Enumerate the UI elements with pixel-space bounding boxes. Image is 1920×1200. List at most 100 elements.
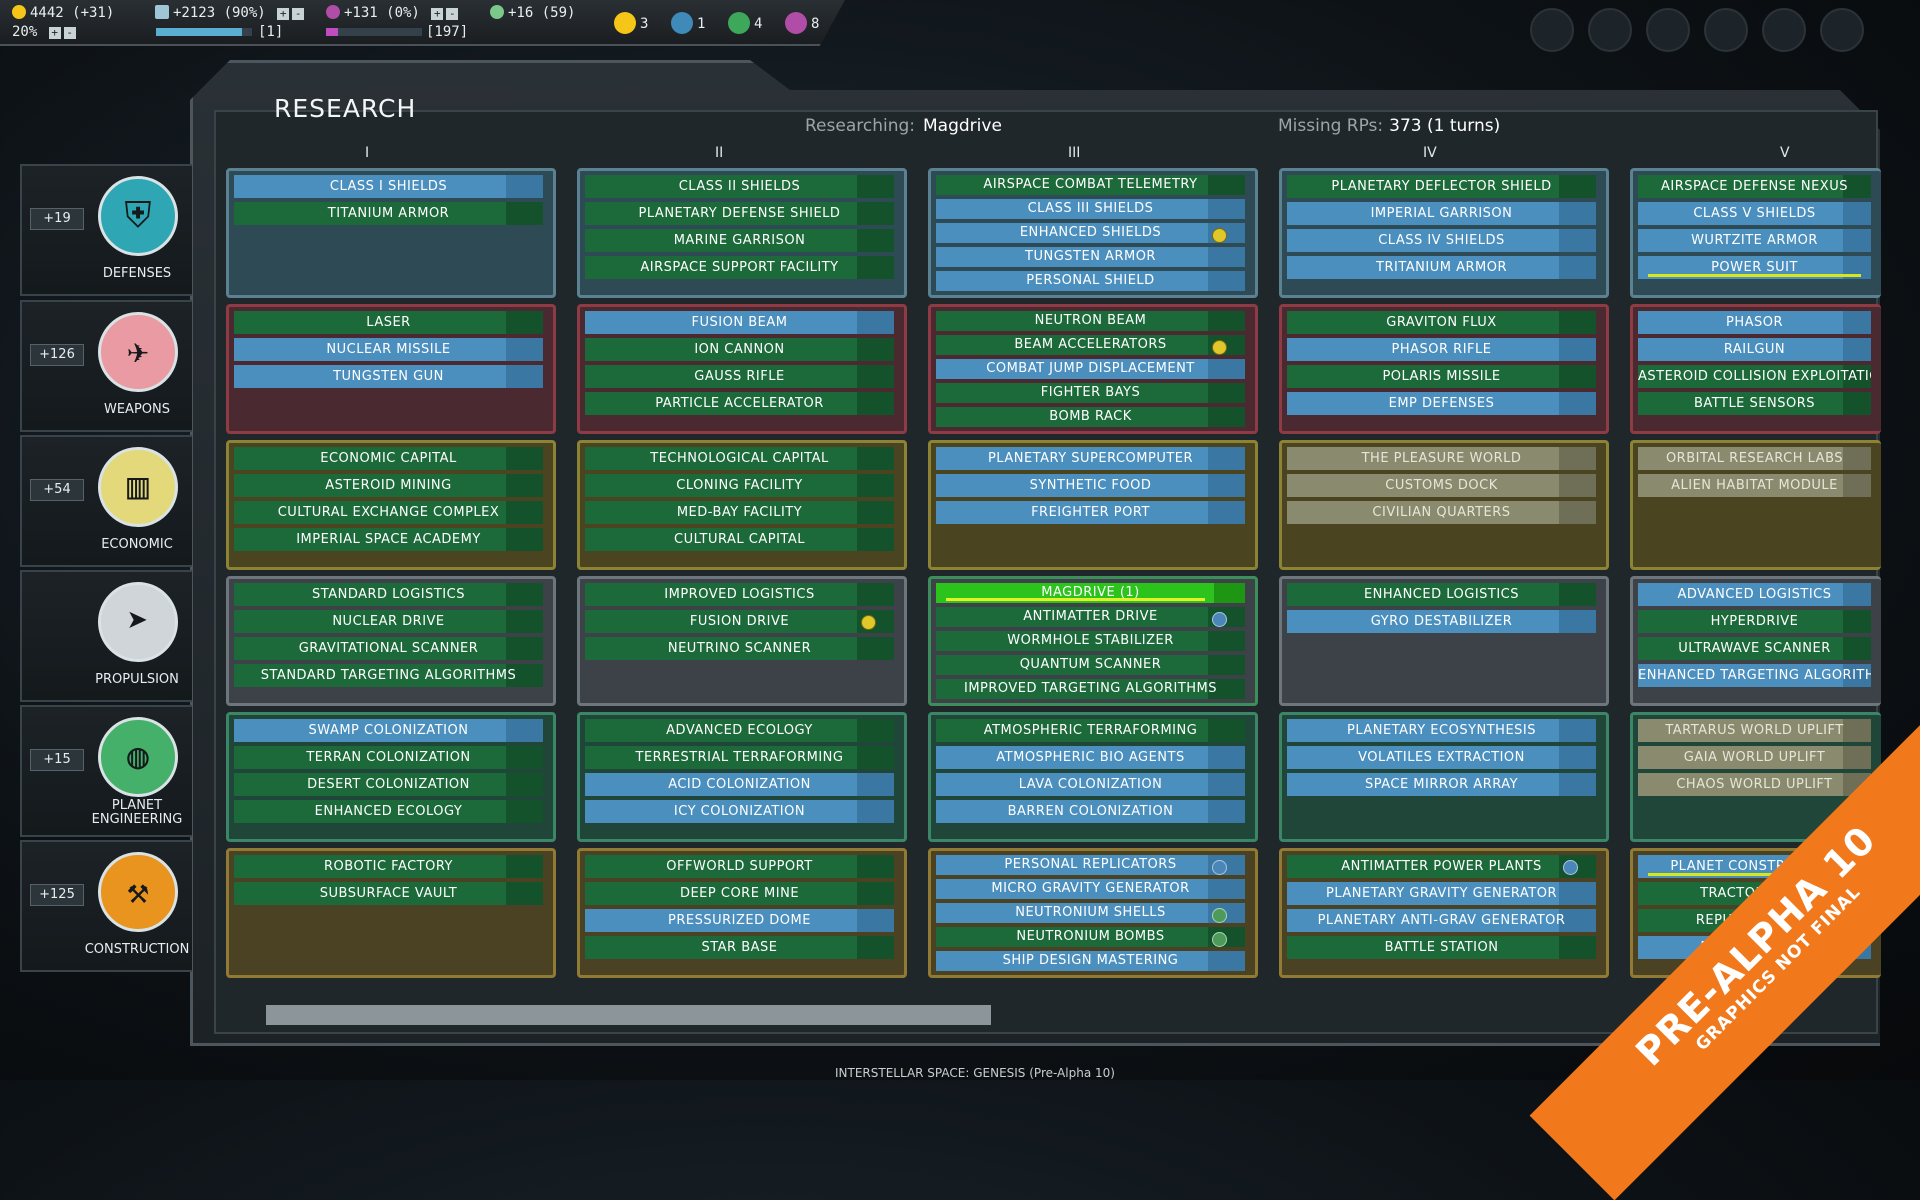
tech-item[interactable]: TECHNOLOGICAL CAPITAL: [585, 447, 894, 470]
tech-item[interactable]: CLASS I SHIELDS: [234, 175, 543, 198]
tech-item[interactable]: CULTURAL EXCHANGE COMPLEX: [234, 501, 543, 524]
influence-increase-button[interactable]: +: [431, 8, 444, 20]
tech-item[interactable]: CHAOS WORLD UPLIFT: [1638, 773, 1871, 796]
tech-item[interactable]: DESERT COLONIZATION: [234, 773, 543, 796]
tech-item[interactable]: ENHANCED TARGETING ALGORITHMS: [1638, 664, 1871, 687]
tech-item[interactable]: BATTLE SENSORS: [1638, 392, 1871, 415]
tech-item[interactable]: FREIGHTER PORT: [936, 501, 1245, 524]
tech-item[interactable]: ALIEN HABITAT MODULE: [1638, 474, 1871, 497]
tech-item[interactable]: AIRSPACE COMBAT TELEMETRY: [936, 175, 1245, 195]
tech-item[interactable]: TUNGSTEN GUN: [234, 365, 543, 388]
research-decrease-button[interactable]: -: [292, 8, 305, 20]
tech-item[interactable]: ULTRAWAVE SCANNER: [1638, 637, 1871, 660]
tech-item[interactable]: CLASS V SHIELDS: [1638, 202, 1871, 225]
tech-item[interactable]: PERSONAL REPLICATORS: [936, 855, 1245, 875]
tech-item[interactable]: GRAVITATIONAL SCANNER: [234, 637, 543, 660]
menu-icon-2[interactable]: [1588, 8, 1632, 52]
tech-item[interactable]: IMPERIAL GARRISON: [1287, 202, 1596, 225]
tech-item[interactable]: OFFWORLD SUPPORT: [585, 855, 894, 878]
tech-item[interactable]: PLANETARY ECOSYNTHESIS: [1287, 719, 1596, 742]
menu-icon-1[interactable]: [1530, 8, 1574, 52]
tech-item[interactable]: ICY COLONIZATION: [585, 800, 894, 823]
tech-item[interactable]: TUNGSTEN ARMOR: [936, 247, 1245, 267]
tech-item[interactable]: ECONOMIC CAPITAL: [234, 447, 543, 470]
tech-item[interactable]: CULTURAL CAPITAL: [585, 528, 894, 551]
category-planet-engineering[interactable]: +15 ◍ PLANET ENGINEERING: [20, 705, 192, 837]
tech-item[interactable]: PERSONAL SHIELD: [936, 271, 1245, 291]
tech-item[interactable]: IMPERIAL SPACE ACADEMY: [234, 528, 543, 551]
tech-item[interactable]: ENHANCED SHIELDS: [936, 223, 1245, 243]
tech-item[interactable]: BEAM ACCELERATORS: [936, 335, 1245, 355]
tech-item[interactable]: PRESSURIZED DOME: [585, 909, 894, 932]
menu-icon-6[interactable]: [1820, 8, 1864, 52]
tech-item[interactable]: BATTLE STATION: [1287, 936, 1596, 959]
tech-item[interactable]: POLARIS MISSILE: [1287, 365, 1596, 388]
tech-item[interactable]: ANTIMATTER DRIVE: [936, 607, 1245, 627]
tech-item[interactable]: PLANETARY DEFLECTOR SHIELD: [1287, 175, 1596, 198]
tech-item[interactable]: MARINE GARRISON: [585, 229, 894, 252]
tech-item[interactable]: WORMHOLE STABILIZER: [936, 631, 1245, 651]
tech-item[interactable]: GAUSS RIFLE: [585, 365, 894, 388]
research-increase-button[interactable]: +: [277, 8, 290, 20]
tech-item[interactable]: ENHANCED ECOLOGY: [234, 800, 543, 823]
menu-icon-3[interactable]: [1646, 8, 1690, 52]
tech-item[interactable]: PHASOR: [1638, 311, 1871, 334]
category-defenses[interactable]: +19 ⛨ DEFENSES: [20, 164, 192, 296]
tech-item[interactable]: SHIP DESIGN MASTERING: [936, 951, 1245, 971]
tech-item[interactable]: BARREN COLONIZATION: [936, 800, 1245, 823]
tech-item[interactable]: RAILGUN: [1638, 338, 1871, 361]
influence-decrease-button[interactable]: -: [446, 8, 459, 20]
tech-item[interactable]: ASTEROID MINING: [234, 474, 543, 497]
tech-item[interactable]: PLANETARY DEFENSE SHIELD: [585, 202, 894, 225]
tech-item[interactable]: TRITANIUM ARMOR: [1287, 256, 1596, 279]
tech-item[interactable]: ACID COLONIZATION: [585, 773, 894, 796]
tech-item[interactable]: SPACE MIRROR ARRAY: [1287, 773, 1596, 796]
tech-item[interactable]: IMPROVED LOGISTICS: [585, 583, 894, 606]
tech-item[interactable]: AIRSPACE SUPPORT FACILITY: [585, 256, 894, 279]
tech-item[interactable]: QUANTUM SCANNER: [936, 655, 1245, 675]
tech-item[interactable]: SYNTHETIC FOOD: [936, 474, 1245, 497]
menu-icon-5[interactable]: [1762, 8, 1806, 52]
tech-item[interactable]: AIRSPACE DEFENSE NEXUS: [1638, 175, 1871, 198]
tech-item-active[interactable]: MAGDRIVE (1): [936, 583, 1245, 603]
tech-item[interactable]: ADVANCED ECOLOGY: [585, 719, 894, 742]
tech-item[interactable]: NUCLEAR DRIVE: [234, 610, 543, 633]
tech-item[interactable]: CLASS III SHIELDS: [936, 199, 1245, 219]
tech-item[interactable]: PHASOR RIFLE: [1287, 338, 1596, 361]
tax-decrease-button[interactable]: -: [63, 27, 76, 39]
category-construction[interactable]: +125 ⚒ CONSTRUCTION: [20, 840, 192, 972]
tech-item[interactable]: PLANETARY ANTI-GRAV GENERATOR: [1287, 909, 1596, 932]
tech-item[interactable]: TERRAN COLONIZATION: [234, 746, 543, 769]
tech-item[interactable]: EMP DEFENSES: [1287, 392, 1596, 415]
tech-item[interactable]: SUBSURFACE VAULT: [234, 882, 543, 905]
tech-item[interactable]: FIGHTER BAYS: [936, 383, 1245, 403]
tech-item[interactable]: VOLATILES EXTRACTION: [1287, 746, 1596, 769]
tech-item[interactable]: CUSTOMS DOCK: [1287, 474, 1596, 497]
tech-item[interactable]: ENHANCED LOGISTICS: [1287, 583, 1596, 606]
tech-item[interactable]: THE PLEASURE WORLD: [1287, 447, 1596, 470]
tech-item[interactable]: DEEP CORE MINE: [585, 882, 894, 905]
tech-item[interactable]: ATMOSPHERIC TERRAFORMING: [936, 719, 1245, 742]
tech-item[interactable]: GYRO DESTABILIZER: [1287, 610, 1596, 633]
tech-item[interactable]: NEUTRONIUM SHELLS: [936, 903, 1245, 923]
tech-item[interactable]: STANDARD LOGISTICS: [234, 583, 543, 606]
tech-item[interactable]: GAIA WORLD UPLIFT: [1638, 746, 1871, 769]
tech-item[interactable]: GRAVITON FLUX: [1287, 311, 1596, 334]
tech-item[interactable]: CLONING FACILITY: [585, 474, 894, 497]
menu-icon-4[interactable]: [1704, 8, 1748, 52]
tech-item[interactable]: NEUTRON BEAM: [936, 311, 1245, 331]
tech-item[interactable]: CLASS II SHIELDS: [585, 175, 894, 198]
tech-item[interactable]: MED-BAY FACILITY: [585, 501, 894, 524]
tech-item[interactable]: TARTARUS WORLD UPLIFT: [1638, 719, 1871, 742]
tech-item[interactable]: STANDARD TARGETING ALGORITHMS: [234, 664, 543, 687]
tech-item[interactable]: TITANIUM ARMOR: [234, 202, 543, 225]
tech-item[interactable]: ROBOTIC FACTORY: [234, 855, 543, 878]
tech-item[interactable]: STAR BASE: [585, 936, 894, 959]
tech-item[interactable]: PARTICLE ACCELERATOR: [585, 392, 894, 415]
tech-item[interactable]: ADVANCED LOGISTICS: [1638, 583, 1871, 606]
tech-item[interactable]: ORBITAL RESEARCH LABS: [1638, 447, 1871, 470]
tech-item[interactable]: IMPROVED TARGETING ALGORITHMS: [936, 679, 1245, 699]
tech-item[interactable]: FUSION DRIVE: [585, 610, 894, 633]
tech-item[interactable]: POWER SUIT: [1638, 256, 1871, 279]
tech-item[interactable]: COMBAT JUMP DISPLACEMENT: [936, 359, 1245, 379]
